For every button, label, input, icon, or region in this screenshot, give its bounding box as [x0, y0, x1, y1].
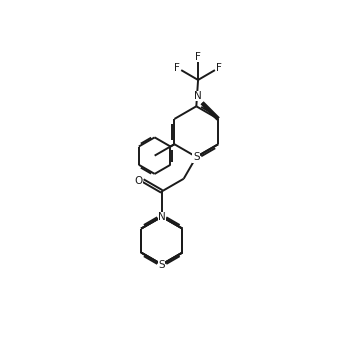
Text: F: F — [174, 63, 180, 73]
Text: N: N — [194, 92, 202, 101]
Text: N: N — [158, 212, 166, 222]
Text: S: S — [159, 260, 165, 270]
Text: O: O — [135, 175, 143, 185]
Text: F: F — [216, 63, 222, 73]
Text: N: N — [193, 153, 200, 163]
Text: F: F — [195, 53, 201, 63]
Text: S: S — [193, 152, 200, 162]
